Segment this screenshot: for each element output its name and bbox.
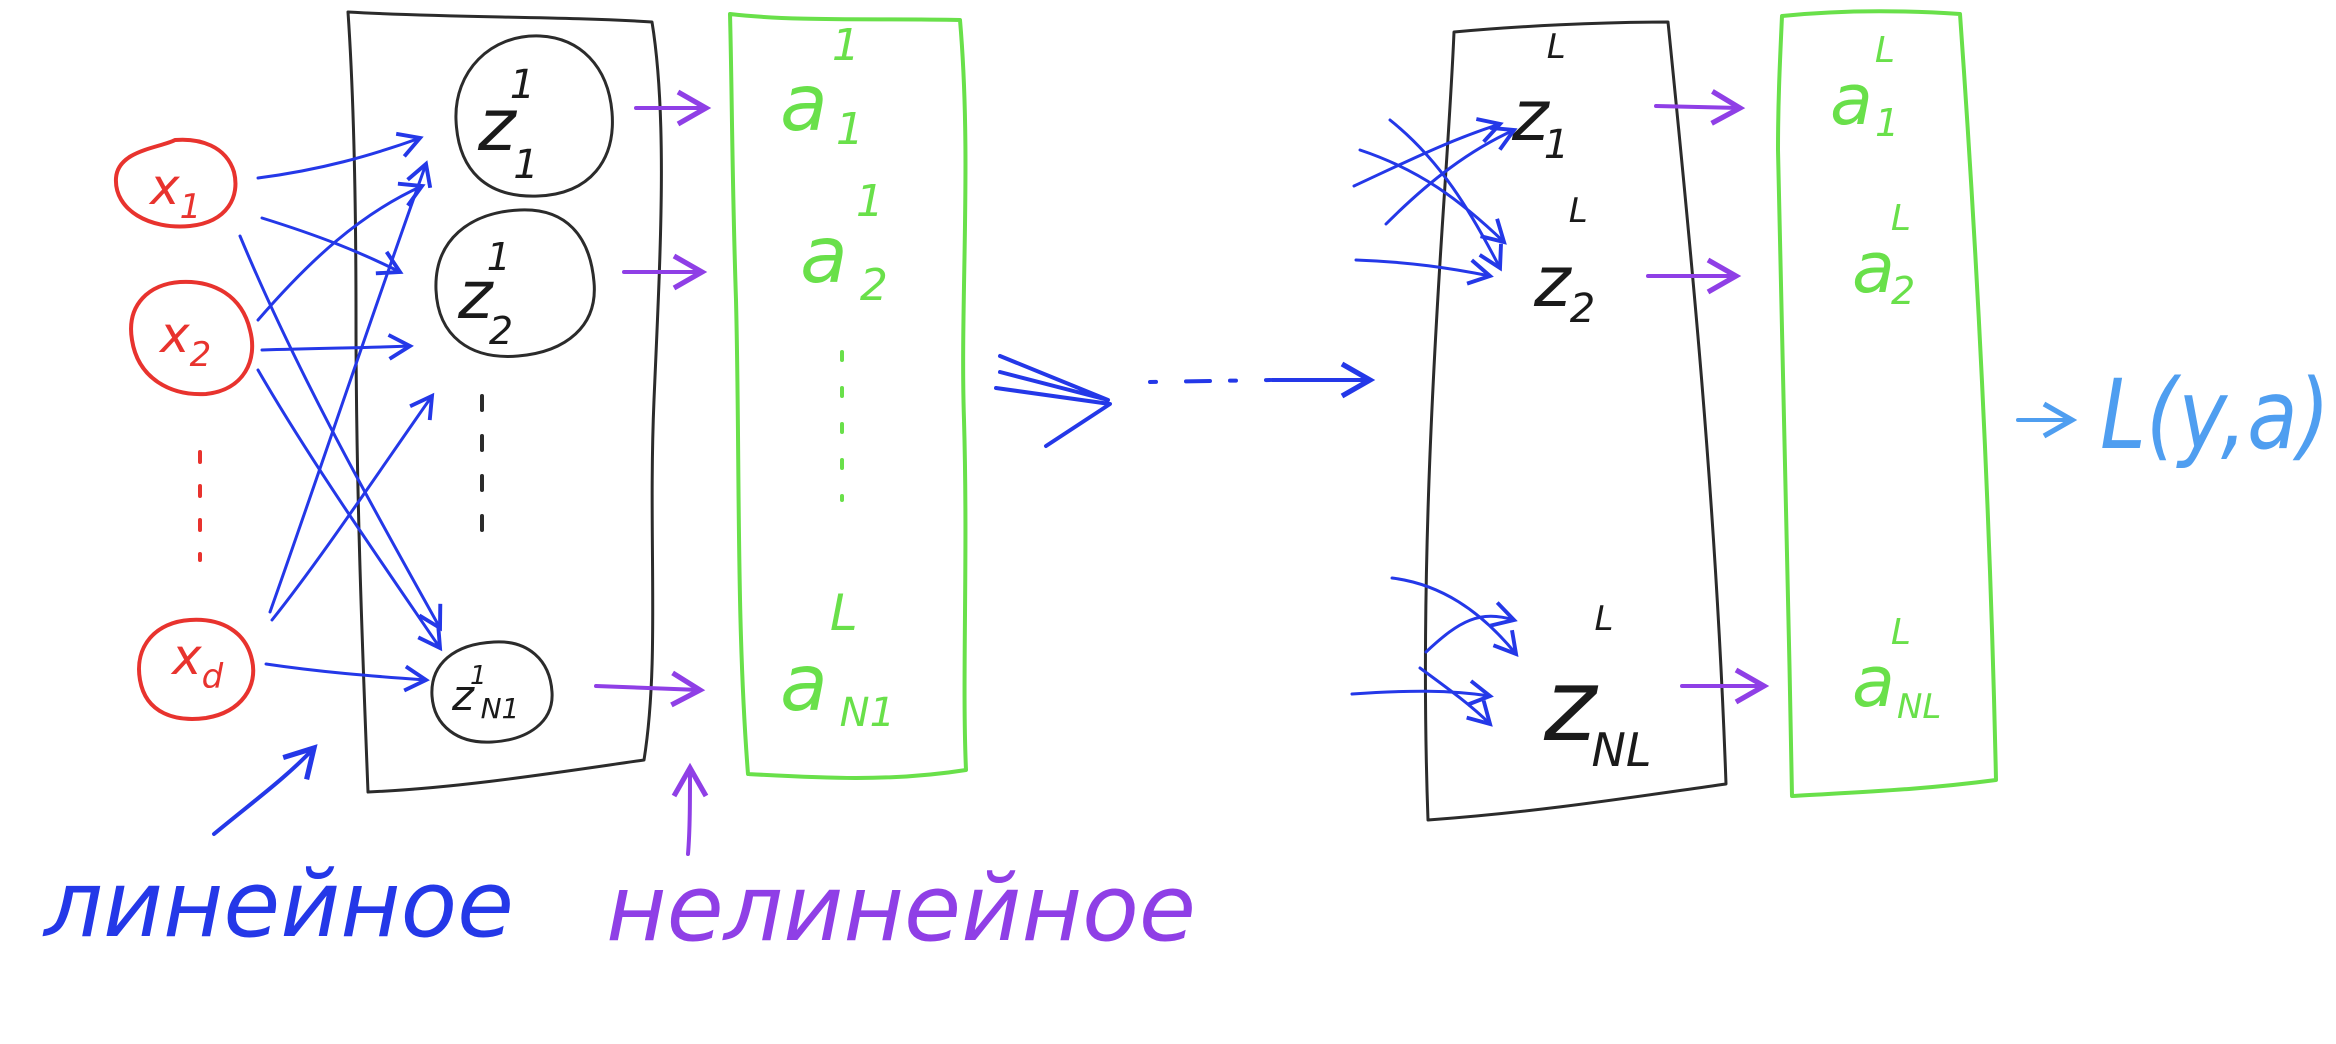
linear-pointer-arrow [212, 744, 318, 836]
edge [260, 333, 414, 361]
input-nodes: x1 x2 xd [113, 137, 256, 721]
input-to-layer1-connections [238, 131, 443, 693]
edge [1390, 576, 1519, 658]
activation-aL-2: aL 2 [1852, 198, 1915, 313]
edge [1354, 258, 1494, 286]
activation-a-N1: aL N1 [780, 584, 895, 736]
layer1-box-outline [346, 10, 663, 794]
edge [1388, 118, 1503, 272]
neuron-z1-1-outline [454, 34, 614, 198]
edge [264, 662, 430, 693]
layerL-activation-outline [1776, 9, 1998, 798]
layerL-activation-arrows [1646, 89, 1770, 705]
loss-label: L(y,a) [2100, 359, 2330, 471]
neuron-z1-N1-outline [430, 640, 554, 744]
input-node-x2-outline [129, 279, 255, 397]
arrow [1654, 89, 1746, 126]
layerL-linear-box: zL 1 zL 2 zL NL [1423, 20, 1728, 822]
layer1-activation-box: a1 1 a1 2 aL N1 [728, 12, 968, 780]
ellipsis-dashes [1148, 378, 1272, 384]
layer1-linear-box: z1 1 z1 2 z1 N1 [346, 10, 663, 794]
transition-arrow-head [994, 354, 1112, 448]
neuron-zL-2-label: zL 2 [1533, 191, 1595, 332]
input-node-x1-label: x1 [148, 158, 201, 227]
activation-a1-2: a1 2 [800, 176, 888, 311]
edge [1424, 601, 1518, 654]
edge [260, 216, 404, 276]
edge [1350, 679, 1494, 707]
hidden-layers-ellipsis [994, 354, 1376, 448]
edge [256, 368, 443, 652]
edge [256, 131, 424, 180]
arrow [594, 670, 706, 708]
layerL-box-outline [1423, 20, 1728, 822]
layerL-activation-box: aL 1 aL 2 aL NL [1776, 9, 1998, 798]
edge [270, 392, 435, 622]
input-node-xd-outline [137, 617, 256, 721]
neuron-zL-1-label: zL 1 [1511, 27, 1569, 168]
edge [1418, 666, 1493, 727]
edge [1358, 148, 1507, 245]
neuron-z1-N1-label: z1 N1 [451, 661, 519, 725]
edge [1384, 125, 1518, 226]
input-node-x2-label: x2 [158, 306, 211, 375]
input-node-x1-outline [113, 137, 238, 229]
edge [238, 234, 443, 632]
activation-aL-1: aL 1 [1830, 30, 1899, 145]
neuron-z1-2-label: z1 2 [457, 235, 513, 353]
input-node-xd-label: xd [170, 628, 224, 697]
edge [256, 181, 426, 322]
activation-aL-NL: aL NL [1852, 612, 1941, 727]
layer1-activation-arrows [594, 89, 712, 708]
nonlinear-pointer-arrow [671, 762, 709, 856]
loss-function: L(y,a) [2016, 359, 2330, 471]
edge [268, 160, 433, 614]
layer1-activation-outline [728, 12, 968, 780]
neuron-z1-2-outline [434, 208, 596, 358]
annotations: линейное нелинейное [42, 744, 1196, 962]
activation-a1-1: a1 1 [780, 20, 864, 155]
edge [1352, 117, 1504, 188]
nonlinear-label: нелинейное [606, 855, 1196, 962]
neuron-zL-NL-label: zL NL [1543, 599, 1652, 777]
linear-label: линейное [42, 851, 514, 958]
neuron-z1-1-label: z1 1 [477, 62, 539, 188]
layerL-incoming-connections [1350, 117, 1519, 727]
